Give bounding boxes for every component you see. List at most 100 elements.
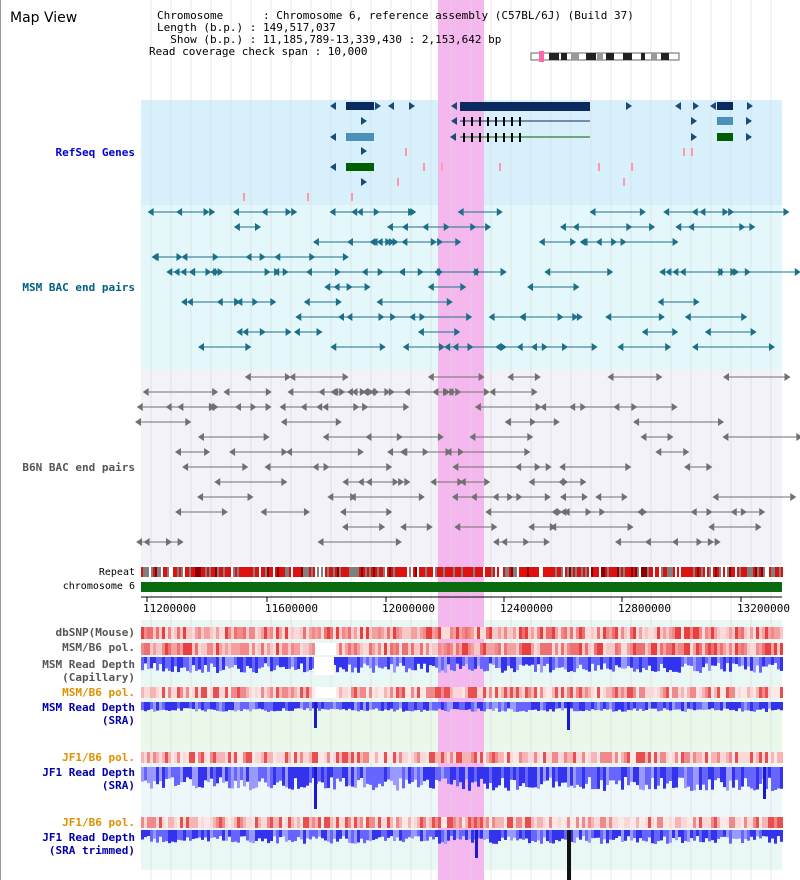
msm-b6-pol-cell xyxy=(312,643,315,655)
msm-bac-label[interactable]: MSM BAC end pairs xyxy=(22,281,135,294)
b6n-bac-pair-end xyxy=(427,373,434,381)
msm-read-depth-sra-label[interactable]: MSM Read Depth (SRA) xyxy=(42,701,135,727)
msm-sra-depth-bar xyxy=(426,702,429,711)
jf1-b6-pol-trimmed-cell xyxy=(597,817,600,828)
repeat-segment xyxy=(693,567,695,577)
chromosome-ideogram xyxy=(531,53,679,60)
jf1-b6-pol-cell xyxy=(501,752,504,763)
dbsnp-cell xyxy=(357,627,360,639)
msm-sra-depth-bar xyxy=(528,702,531,711)
repeat-segment xyxy=(215,567,217,577)
gene-strand-arrow xyxy=(330,102,336,110)
jf1-trimmed-depth-bar xyxy=(177,830,180,840)
jf1-trimmed-depth-bar xyxy=(390,830,393,837)
jf1-read-depth-trimmed-label[interactable]: JF1 Read Depth (SRA trimmed) xyxy=(42,831,135,857)
repeat-segment xyxy=(777,567,779,577)
dbsnp-cell xyxy=(504,627,507,639)
jf1-sra-depth-bar xyxy=(780,767,783,789)
msm-b6-pol-sra-label[interactable]: MSM/B6 pol. xyxy=(62,686,135,699)
dbsnp-cell xyxy=(741,627,744,639)
msm-sra-depth-bar xyxy=(537,702,540,711)
repeat-segment xyxy=(633,567,635,577)
msm-sra-depth-bar xyxy=(732,702,735,710)
msm-sra-depth-bar xyxy=(600,702,603,711)
jf1-trimmed-depth-bar xyxy=(273,830,276,837)
dbsnp-cell xyxy=(567,627,570,639)
b6n-bac-pair-end xyxy=(457,478,464,486)
jf1-sra-depth-bar xyxy=(483,767,486,784)
msm-sra-depth-bar xyxy=(744,702,747,711)
axis-tick-label: 12000000 xyxy=(382,602,435,615)
dbsnp-cell xyxy=(294,627,297,639)
jf1-read-depth-sra-label[interactable]: JF1 Read Depth (SRA) xyxy=(42,766,135,792)
jf1-b6-pol-trimmed-cell xyxy=(714,817,717,828)
msm-b6-pol-cell xyxy=(321,643,324,655)
msm-sra-depth-bar xyxy=(756,702,759,710)
gene-strand-arrow xyxy=(691,133,697,141)
jf1-b6-pol-trimmed-cell xyxy=(774,817,777,828)
msm-b6-pol-sra-cell xyxy=(273,687,276,698)
msm-sra-depth-bar xyxy=(189,702,192,709)
jf1-trimmed-depth-bar xyxy=(153,830,156,839)
jf1-b6-pol-cell xyxy=(567,752,570,763)
jf1-b6-pol-trimmed-cell xyxy=(297,817,300,828)
msm-bac-pair-end xyxy=(454,328,461,336)
capillary-gap xyxy=(314,657,334,675)
repeat-segment xyxy=(295,567,297,577)
jf1-sra-depth-bar xyxy=(234,767,237,781)
msm-sra-depth-bar xyxy=(468,702,471,710)
jf1-b6-pol-cell xyxy=(153,752,156,763)
jf1-b6-pol-cell xyxy=(741,752,744,763)
msm-b6-pol-sra-cell xyxy=(615,687,618,698)
msm-b6-pol-sra-cell xyxy=(348,687,351,698)
msm-capillary-depth-bar xyxy=(627,657,630,667)
jf1-b6-pol-trimmed-cell xyxy=(327,817,330,828)
msm-sra-depth-bar xyxy=(549,702,552,710)
msm-capillary-depth-bar xyxy=(402,657,405,666)
b6n-bac-pair-end xyxy=(244,373,251,381)
repeat-segment xyxy=(667,567,669,577)
jf1-b6-pol-label[interactable]: JF1/B6 pol. xyxy=(62,751,135,764)
msm-read-depth-capillary-label[interactable]: MSM Read Depth (Capillary) xyxy=(42,658,135,684)
dbsnp-cell xyxy=(228,627,231,639)
jf1-b6-pol-trimmed-label[interactable]: JF1/B6 pol. xyxy=(62,816,135,829)
repeat-segment xyxy=(593,567,595,577)
jf1-trimmed-depth-bar xyxy=(651,830,654,844)
msm-bac-pair-end xyxy=(295,313,302,321)
jf1-trimmed-depth-bar xyxy=(261,830,264,842)
msm-b6-pol-cell xyxy=(588,643,591,655)
msm-b6-pol-label[interactable]: MSM/B6 pol. xyxy=(62,641,135,654)
msm-b6-pol-cell xyxy=(561,643,564,655)
jf1-trimmed-depth-bar xyxy=(744,830,747,840)
b6n-bac-pair-end xyxy=(212,388,219,396)
jf1-b6-pol-cell xyxy=(195,752,198,763)
jf1-trimmed-depth-bar xyxy=(723,830,726,837)
dbsnp-label[interactable]: dbSNP(Mouse) xyxy=(55,626,135,639)
repeat-segment xyxy=(765,567,767,577)
b6n-bac-pair-end xyxy=(667,433,674,441)
jf1-b6-pol-trimmed-cell xyxy=(441,817,444,828)
b6n-bac-pair-end xyxy=(312,463,319,471)
repeat-segment xyxy=(235,567,237,577)
msm-sra-depth-bar xyxy=(288,702,291,711)
refseq-label[interactable]: RefSeq Genes xyxy=(55,146,135,159)
dbsnp-cell xyxy=(642,627,645,639)
dbsnp-cell xyxy=(414,627,417,639)
jf1-sra-depth-bar xyxy=(210,767,213,779)
msm-sra-depth-bar xyxy=(465,702,468,710)
msm-sra-depth-bar xyxy=(657,702,660,712)
repeat-segment xyxy=(173,567,175,577)
jf1-b6-pol-cell xyxy=(450,752,453,763)
msm-sra-depth-bar xyxy=(375,702,378,709)
dbsnp-cell xyxy=(747,627,750,639)
jf1-sra-depth-bar xyxy=(684,767,687,789)
msm-sra-depth-bar xyxy=(429,702,432,711)
msm-capillary-depth-bar xyxy=(591,657,594,664)
b6n-bac-label[interactable]: B6N BAC end pairs xyxy=(22,461,135,474)
repeat-segment xyxy=(557,567,559,577)
jf1-sra-depth-bar xyxy=(582,767,585,789)
msm-sra-depth-bar xyxy=(225,702,228,712)
jf1-trimmed-depth-bar xyxy=(657,830,660,842)
jf1-b6-pol-trimmed-cell xyxy=(162,817,165,828)
